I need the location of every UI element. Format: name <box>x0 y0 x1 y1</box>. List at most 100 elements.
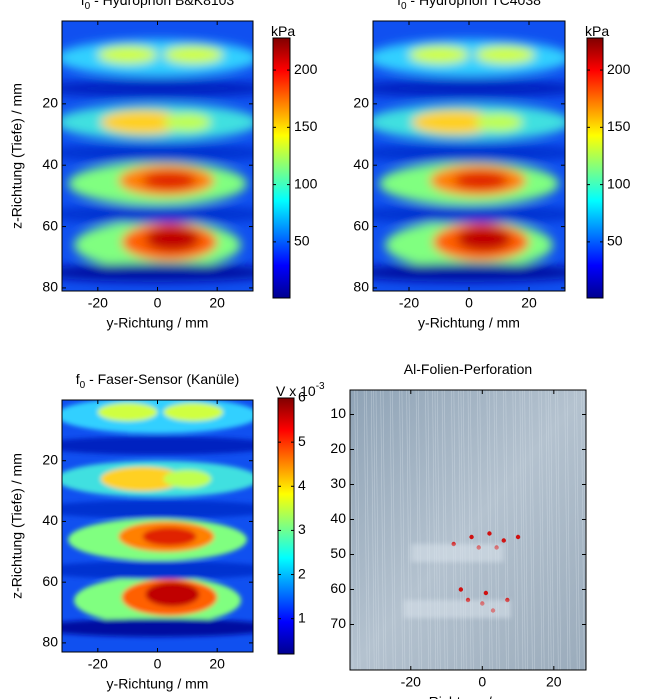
photo-streak <box>521 390 526 670</box>
heatmap-blob <box>62 143 253 163</box>
y-tick-label: 30 <box>330 475 346 491</box>
photo-streak <box>512 390 517 670</box>
chart-title: f0 - Hydrophon B&K8103 <box>81 0 235 12</box>
heatmap-blob <box>62 79 253 98</box>
y-axis-label: z-Richtung (Tiefe) / mm <box>9 453 25 599</box>
title-part: f <box>397 0 401 8</box>
y-tick-label: 20 <box>42 451 58 467</box>
heatmap-blob <box>373 263 565 282</box>
plot-frame <box>349 389 587 671</box>
photo-streak <box>389 390 394 670</box>
heatmap-blob <box>373 39 565 77</box>
heatmap-blob <box>145 226 200 252</box>
photo-streak <box>519 390 524 670</box>
photo-streak <box>401 390 406 670</box>
heatmap-blob <box>475 113 523 132</box>
y-tick-label: 10 <box>330 405 346 421</box>
photo-streak <box>399 390 403 670</box>
photo-streak <box>538 390 543 670</box>
colorbar-tick-label: 200 <box>294 61 318 77</box>
heatmap-blob <box>457 226 511 252</box>
photo-streak <box>531 390 536 670</box>
heatmap-blob <box>62 436 253 455</box>
x-tick-label: -20 <box>88 295 108 311</box>
photo-texture <box>410 544 504 562</box>
y-tick-label: 20 <box>42 95 58 111</box>
photo-streak <box>373 390 377 670</box>
photo-streak <box>547 390 552 670</box>
photo-streak <box>375 390 380 670</box>
colorbar-tick-label: 150 <box>294 118 318 134</box>
photo-streak <box>444 390 448 670</box>
title-part: Al-Folien-Perforation <box>404 361 532 377</box>
photo-streak <box>418 390 422 670</box>
title-part: - Hydrophon B&K8103 <box>90 0 234 8</box>
heatmap-blob <box>62 39 253 77</box>
x-axis-label: y-Richtung / mm <box>107 315 209 331</box>
heatmap-blob <box>62 500 253 519</box>
photo-streak <box>573 390 578 670</box>
heatmap-field <box>62 39 253 282</box>
photo-streak <box>566 390 571 670</box>
heatmap-field <box>373 39 565 282</box>
y-tick-label: 20 <box>330 440 346 456</box>
colorbar-tick-label: 5 <box>298 433 306 449</box>
colorbar-label: kPa <box>585 23 609 39</box>
heatmap-blob <box>62 205 253 224</box>
heatmap-blob <box>454 171 508 190</box>
x-axis-label: y-Richtung / mm <box>107 676 209 692</box>
photo-streak <box>470 390 474 670</box>
heatmap-blob <box>62 618 253 637</box>
photo-streak <box>437 390 441 670</box>
plot-area <box>373 21 565 291</box>
heatmap-field <box>62 400 253 637</box>
colorbar-tick-label: 4 <box>298 477 306 493</box>
heatmap-blob <box>62 560 253 580</box>
photo-streak <box>477 390 481 670</box>
chart-title: Al-Folien-Perforation <box>404 361 532 377</box>
photo-streak <box>555 390 559 670</box>
heatmap-blob <box>373 79 565 98</box>
heatmap-blob <box>373 205 565 224</box>
y-tick-label: 40 <box>330 510 346 526</box>
chart-title: f0 - Hydrophon TC4038 <box>397 0 541 12</box>
x-tick-label: 0 <box>154 295 162 311</box>
photo-streak <box>462 390 467 670</box>
chart-title: f0 - Faser-Sensor (Kanüle) <box>76 371 240 391</box>
y-tick-label: 80 <box>353 279 369 295</box>
heatmap-blob <box>145 582 200 607</box>
y-tick-label: 50 <box>330 545 346 561</box>
photo-streak <box>458 390 462 670</box>
colorbar-tick-label: 3 <box>298 521 306 537</box>
x-tick-label: -20 <box>88 656 108 672</box>
photo-streak <box>432 390 436 670</box>
photo-streak <box>583 390 586 639</box>
heatmap-blob <box>100 109 185 135</box>
x-tick-label: -20 <box>401 674 421 690</box>
title-part: 0 <box>401 1 407 12</box>
photo-streak <box>479 390 484 670</box>
title-part: f <box>81 0 85 8</box>
title-part: 0 <box>80 380 86 391</box>
perforation <box>487 531 492 536</box>
colorbar-tick-label: 100 <box>607 175 631 191</box>
photo-streak <box>425 390 429 670</box>
x-tick-label: 20 <box>521 295 537 311</box>
photo-streak <box>370 390 375 670</box>
heatmap-blob <box>142 171 197 190</box>
plot-area <box>62 400 253 652</box>
photo-streak <box>363 390 368 670</box>
x-tick-label: 0 <box>478 674 486 690</box>
heatmap-blob <box>373 143 565 163</box>
title-part: f <box>76 371 80 387</box>
y-tick-label: 60 <box>42 573 58 589</box>
colorbar-label-part: kPa <box>271 23 295 39</box>
colorbar-tick-label: 2 <box>298 565 306 581</box>
colorbar-label: V x 10-3 <box>276 381 325 399</box>
y-tick-label: 60 <box>42 217 58 233</box>
photo-streak <box>441 390 446 670</box>
y-tick-label: 80 <box>42 279 58 295</box>
x-tick-label: 0 <box>154 656 162 672</box>
heatmap-blob <box>97 403 158 422</box>
